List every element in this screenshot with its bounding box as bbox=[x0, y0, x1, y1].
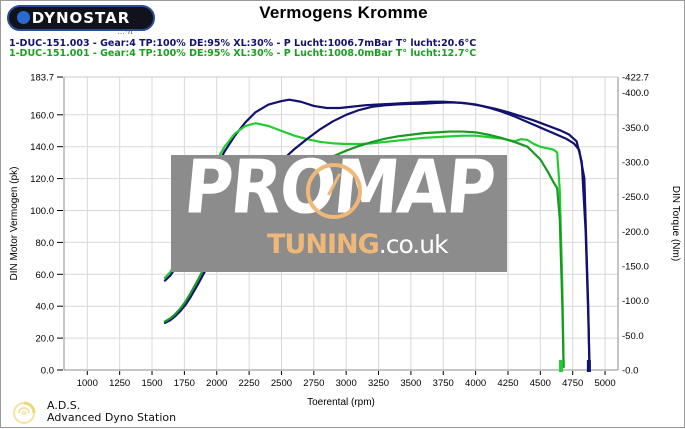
watermark: PROMAP TUNING.co.uk bbox=[171, 155, 507, 272]
page-title: Vermogens Kromme bbox=[259, 3, 428, 22]
x-axis-tick-label: 2500 bbox=[271, 378, 292, 389]
footer-line-2: Advanced Dyno Station bbox=[47, 411, 177, 424]
y2-axis-tick-label: -250.0 bbox=[622, 192, 649, 203]
footer: A.D.S. Advanced Dyno Station bbox=[9, 399, 309, 427]
y2-axis-tick-label: -300.0 bbox=[622, 158, 649, 169]
y-axis-tick-label: 120.0 bbox=[30, 174, 54, 185]
y-axis-right-labels: -0.0 -50.0 -100.0 -150.0 -200.0 -250.0 -300.0 -… bbox=[622, 73, 649, 377]
x-axis-tick-label: 4750 bbox=[562, 378, 583, 389]
y-axis-tick-label: 80.0 bbox=[36, 238, 55, 249]
y-axis-tick-label: 100.0 bbox=[30, 206, 54, 217]
blue-end-marker bbox=[586, 360, 591, 372]
x-axis-tick-label: 3250 bbox=[368, 378, 389, 389]
y-axis-tick-label: 40.0 bbox=[36, 302, 55, 313]
x-axis-tick-label: 3500 bbox=[400, 378, 421, 389]
y2-axis-tick-label: -100.0 bbox=[622, 296, 649, 307]
watermark-subtitle: TUNING.co.uk bbox=[267, 229, 507, 260]
axis-lines bbox=[63, 76, 619, 371]
y-axis-tick-label: 0.0 bbox=[41, 366, 54, 377]
logo-subtext: …⋅π bbox=[117, 27, 134, 36]
x-axis-tick-label: 4000 bbox=[465, 378, 486, 389]
y-axis-tick-label: 160.0 bbox=[30, 110, 54, 121]
y-axis-title: DIN Motor Vermogen (pk) bbox=[9, 167, 20, 281]
watermark-tuning: TUNING bbox=[267, 229, 380, 260]
legend-run-2: 1-DUC-151.001 - Gear:4 TP:100% DE:95% XL… bbox=[9, 48, 477, 59]
y2-axis-tick-label: -150.0 bbox=[622, 262, 649, 273]
y2-axis-tick-label: -50.0 bbox=[622, 331, 644, 342]
data-series-line bbox=[163, 130, 565, 368]
x-axis-tick-label: 3000 bbox=[336, 378, 357, 389]
dynostar-logo: DYNOSTAR …⋅π bbox=[7, 5, 155, 36]
y2-axis-tick-label: -350.0 bbox=[622, 123, 649, 134]
y2-axis-tick-label: -422.7 bbox=[622, 73, 649, 84]
y2-axis-tick-label: -0.0 bbox=[622, 366, 638, 377]
ads-swirl-icon bbox=[13, 401, 36, 424]
legend-run-1: 1-DUC-151.003 - Gear:4 TP:100% DE:95% XL… bbox=[9, 38, 477, 49]
x-axis-tick-label: 1500 bbox=[141, 378, 162, 389]
x-axis-title: Toerental (rpm) bbox=[307, 397, 375, 408]
y-axis-tick-label: 183.7 bbox=[30, 73, 54, 84]
x-axis-tick-label: 2750 bbox=[303, 378, 324, 389]
watermark-domain: .co.uk bbox=[378, 230, 449, 259]
x-axis-tick-label: 2250 bbox=[239, 378, 260, 389]
y2-axis-tick-label: -200.0 bbox=[622, 227, 649, 238]
data-series-line bbox=[163, 101, 591, 370]
y-axis-left-labels: 0.0 20.0 40.0 60.0 80.0 100.0 120.0 140.0 160.0 1… bbox=[30, 73, 63, 377]
x-axis-tick-label: 5000 bbox=[594, 378, 615, 389]
footer-line-1: A.D.S. bbox=[47, 399, 81, 412]
end-markers bbox=[559, 360, 591, 372]
x-axis-tick-label: 2000 bbox=[206, 378, 227, 389]
x-axis-labels: 1000 1250 1500 1750 2000 2250 2500 2750 3000 3250… bbox=[77, 371, 616, 389]
x-axis-tick-label: 4500 bbox=[530, 378, 551, 389]
y2-axis-title: DIN Torque (Nm) bbox=[670, 186, 681, 261]
x-axis-tick-label: 1000 bbox=[77, 378, 98, 389]
gauge-icon bbox=[306, 163, 362, 219]
x-axis-tick-label: 3750 bbox=[433, 378, 454, 389]
y-axis-tick-label: 20.0 bbox=[36, 334, 55, 345]
logo-text: DYNOSTAR bbox=[31, 9, 131, 27]
logo-pill bbox=[7, 5, 155, 31]
y-axis-tick-label: 140.0 bbox=[30, 142, 54, 153]
y-axis-tick-label: 60.0 bbox=[36, 270, 55, 281]
x-axis-tick-label: 4250 bbox=[497, 378, 518, 389]
x-axis-tick-label: 1250 bbox=[109, 378, 130, 389]
green-end-marker bbox=[559, 360, 564, 372]
y2-axis-tick-label: -400.0 bbox=[622, 88, 649, 99]
logo-dot-icon bbox=[17, 11, 30, 24]
x-axis-tick-label: 1750 bbox=[174, 378, 195, 389]
